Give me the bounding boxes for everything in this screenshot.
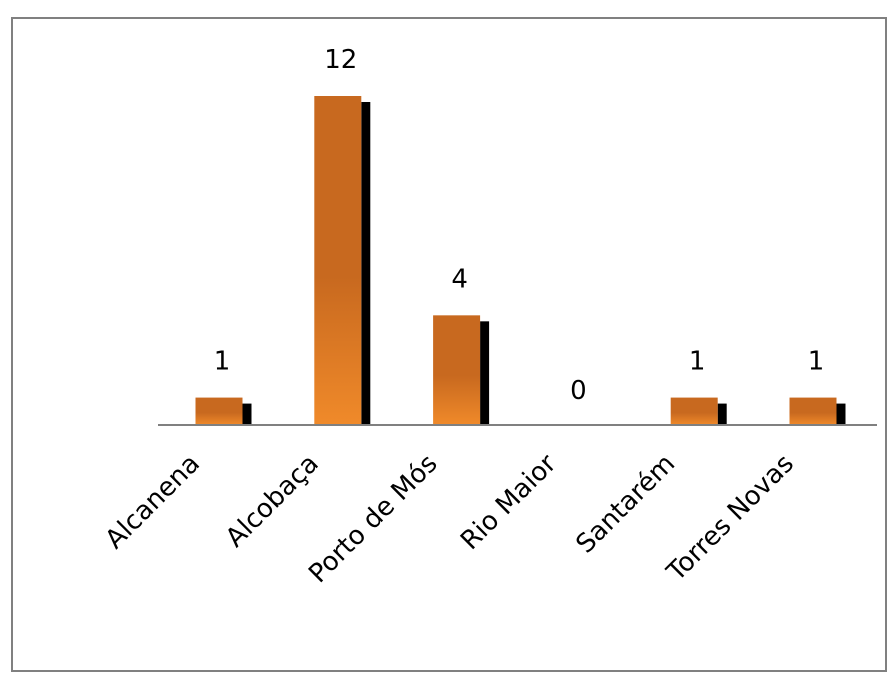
bar: [195, 397, 243, 425]
category-label: Alcanena: [100, 449, 206, 555]
data-label: 4: [451, 264, 468, 294]
bars-layer: [195, 96, 846, 425]
data-label: 0: [570, 376, 587, 406]
bar-shadow: [361, 102, 371, 425]
bar-shadow: [480, 321, 490, 425]
category-label: Rio Maior: [455, 449, 562, 556]
data-label: 1: [689, 347, 706, 377]
bar: [789, 397, 837, 425]
category-label: Torres Novas: [661, 449, 800, 588]
category-label: Alcobaça: [220, 449, 325, 554]
data-label: 1: [808, 347, 825, 377]
bar-shadow: [836, 403, 846, 425]
bar-shadow: [242, 403, 252, 425]
data-labels-layer: 1 12 4 0 1 1: [214, 45, 825, 406]
bar-shadow: [717, 403, 727, 425]
data-label: 12: [324, 45, 357, 75]
bar: [433, 315, 481, 425]
data-label: 1: [214, 347, 231, 377]
bar: [314, 96, 362, 425]
category-label: Santarém: [570, 449, 681, 560]
bar: [670, 397, 718, 425]
